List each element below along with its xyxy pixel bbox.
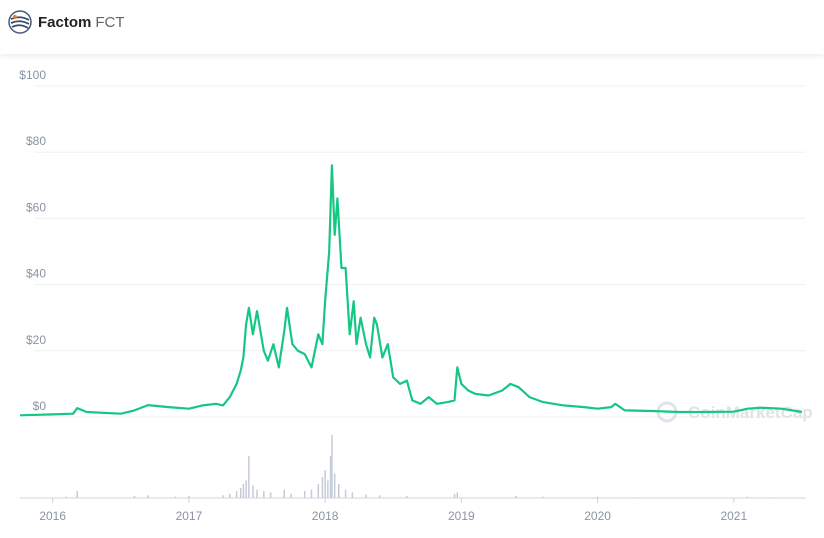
coin-title: Factom — [38, 14, 92, 31]
volume-bar — [174, 496, 177, 498]
x-tick-label: 2021 — [720, 509, 747, 523]
volume-bar — [331, 435, 333, 498]
volume-bar — [327, 480, 329, 498]
price-line — [19, 164, 803, 417]
coin-name: Factom FCT — [38, 14, 125, 31]
header: Factom FCT — [0, 0, 824, 54]
volume-bar — [239, 488, 242, 498]
volume-bar — [283, 489, 286, 498]
logo — [8, 10, 32, 34]
volume-bar — [76, 491, 78, 498]
volume-bar — [290, 493, 292, 498]
y-tick-label: $20 — [26, 333, 46, 347]
y-tick-label: $60 — [26, 200, 46, 214]
x-tick-label: 2019 — [448, 509, 475, 523]
volume-bar — [456, 492, 459, 498]
volume-bar — [222, 495, 224, 498]
volume-bar — [256, 489, 258, 498]
volume-bar — [235, 491, 238, 498]
volume-bar — [229, 493, 231, 498]
volume-bar — [317, 484, 320, 498]
volume-bar — [242, 484, 245, 498]
volume-bar — [248, 456, 250, 498]
volume-bar — [333, 473, 336, 498]
volume-bar — [269, 492, 272, 498]
coin-symbol: FCT — [95, 14, 125, 31]
volume-bar — [188, 495, 190, 498]
volume-bar — [263, 491, 265, 498]
volume-bar — [147, 495, 149, 498]
volume-bar — [65, 496, 68, 498]
volume-bar — [453, 493, 456, 498]
volume-bar — [542, 496, 544, 498]
volume-bar — [406, 495, 408, 498]
volume-bar — [329, 456, 332, 498]
volume-bar — [245, 480, 247, 498]
x-tick-label: 2020 — [584, 509, 611, 523]
x-tick-label: 2017 — [176, 509, 203, 523]
volume-bar — [365, 494, 367, 498]
volume-bar — [303, 491, 306, 498]
volume-bar — [515, 495, 517, 498]
x-tick-label: 2018 — [312, 509, 339, 523]
y-tick-label: $40 — [26, 267, 46, 281]
volume-bar — [351, 492, 354, 498]
volume-bar — [310, 489, 313, 498]
volume-bar — [596, 496, 599, 498]
volume-bar — [378, 495, 381, 498]
y-tick-label: $80 — [26, 134, 46, 148]
y-tick-label: $0 — [33, 399, 47, 413]
y-tick-label: $100 — [19, 68, 46, 82]
volume-bar — [321, 477, 324, 498]
volume-bar — [133, 495, 136, 498]
volume-bar — [324, 470, 326, 498]
x-tick-label: 2016 — [39, 509, 66, 523]
volume-bar — [344, 489, 347, 498]
volume-bar — [252, 485, 254, 498]
volume-bar — [746, 496, 749, 498]
volume-bar — [338, 484, 340, 498]
